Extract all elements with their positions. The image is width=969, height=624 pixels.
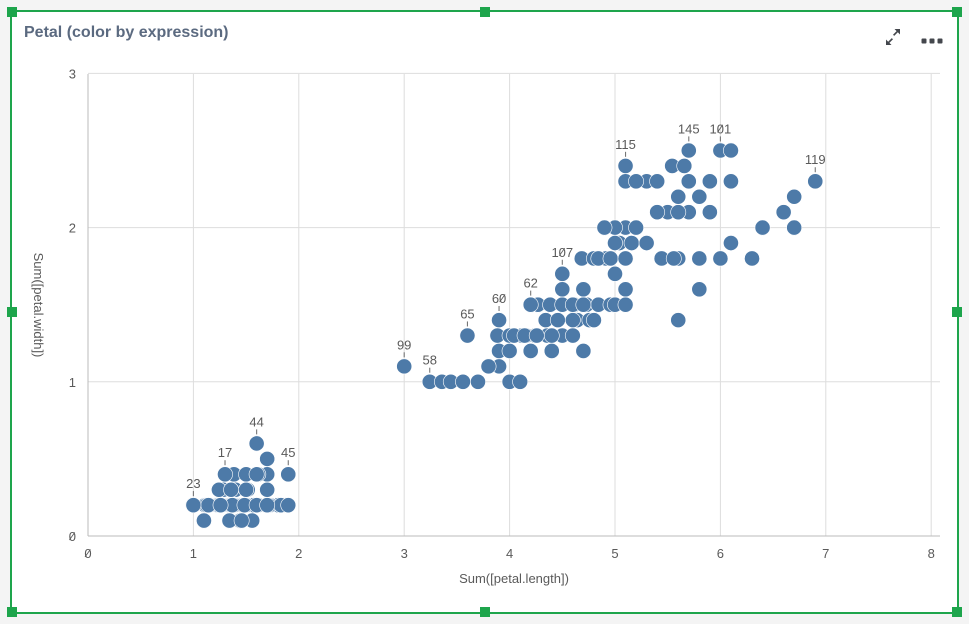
svg-text:2: 2 [295, 546, 302, 561]
svg-text:58: 58 [423, 353, 437, 368]
svg-text:4: 4 [506, 546, 513, 561]
svg-text:3: 3 [69, 66, 76, 81]
svg-text:62: 62 [523, 276, 537, 291]
svg-text:145: 145 [678, 121, 700, 136]
svg-text:23: 23 [186, 476, 200, 491]
svg-text:60: 60 [492, 291, 506, 306]
svg-text:99: 99 [397, 337, 411, 352]
svg-text:119: 119 [805, 152, 826, 167]
svg-text:8: 8 [928, 546, 935, 561]
svg-text:3: 3 [401, 546, 408, 561]
svg-text:44: 44 [249, 414, 263, 429]
svg-text:6: 6 [717, 546, 724, 561]
svg-text:0: 0 [84, 546, 91, 561]
svg-text:115: 115 [615, 137, 636, 152]
svg-text:5: 5 [611, 546, 618, 561]
svg-text:107: 107 [551, 245, 573, 260]
svg-text:7: 7 [822, 546, 829, 561]
svg-text:2: 2 [69, 221, 76, 236]
svg-text:Sum([petal.length]): Sum([petal.length]) [459, 571, 569, 586]
svg-text:Sum([petal.width]): Sum([petal.width]) [31, 253, 46, 358]
svg-text:65: 65 [460, 306, 474, 321]
svg-text:17: 17 [218, 445, 232, 460]
svg-text:1: 1 [69, 375, 76, 390]
svg-text:101: 101 [710, 121, 732, 136]
svg-text:1: 1 [190, 546, 197, 561]
svg-text:45: 45 [281, 445, 295, 460]
